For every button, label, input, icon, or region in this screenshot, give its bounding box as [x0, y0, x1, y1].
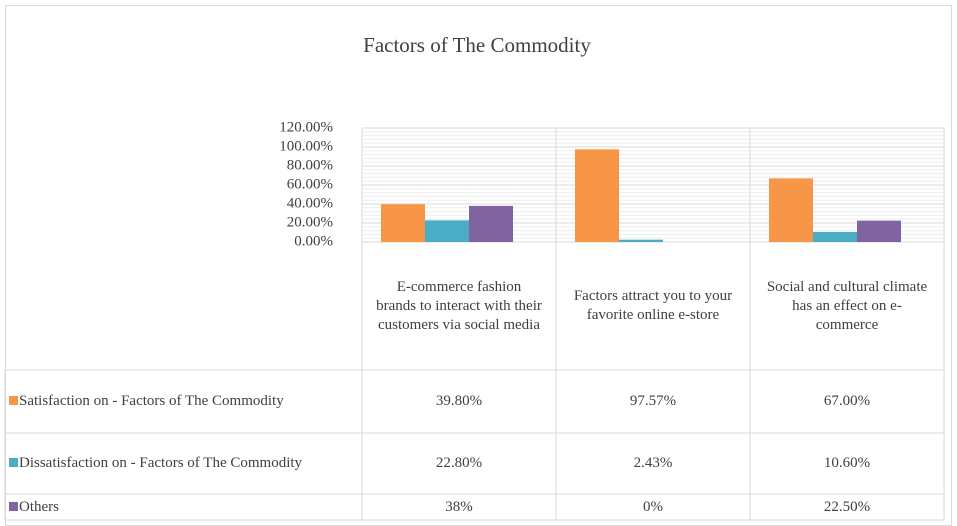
bar	[381, 204, 425, 242]
legend-item: Dissatisfaction on - Factors of The Comm…	[9, 454, 302, 473]
bar	[769, 178, 813, 242]
bar	[575, 149, 619, 242]
bar	[619, 239, 663, 242]
legend-label: Dissatisfaction on - Factors of The Comm…	[19, 455, 303, 471]
category-label: E-commerce fashion brands to interact wi…	[376, 278, 542, 333]
legend-item: Satisfaction on - Factors of The Commodi…	[9, 392, 284, 411]
table-value: 2.43%	[633, 455, 673, 471]
legend-item: Others	[9, 498, 59, 517]
y-tick-label: 20.00%	[287, 214, 333, 230]
table-value: 67.00%	[823, 393, 871, 409]
category-label: Social and cultural climate has an effec…	[766, 278, 928, 333]
legend-swatch	[9, 501, 18, 511]
category-label: Factors attract you to your favorite onl…	[573, 288, 733, 323]
legend-entry: Satisfaction on - Factors of The Commodi…	[5, 370, 362, 433]
y-tick-label: 60.00%	[287, 176, 333, 192]
bar	[813, 231, 857, 242]
y-tick-label: 80.00%	[287, 157, 333, 173]
legend-entry: Others	[5, 494, 362, 520]
legend-swatch	[9, 458, 18, 467]
table-value: 22.80%	[435, 455, 483, 471]
y-tick-label: 40.00%	[287, 195, 333, 211]
legend-label: Satisfaction on - Factors of The Commodi…	[19, 393, 284, 409]
table-value: 39.80%	[435, 393, 483, 409]
legend-entry: Dissatisfaction on - Factors of The Comm…	[5, 433, 362, 494]
table-value: 10.60%	[823, 455, 871, 471]
chart-border	[5, 5, 952, 526]
legend-label: Others	[19, 498, 59, 515]
table-value: 22.50%	[823, 498, 871, 515]
y-tick-label: 120.00%	[279, 119, 333, 135]
y-tick-label: 0.00%	[294, 233, 333, 249]
bar	[425, 220, 469, 242]
table-value: 38%	[445, 498, 473, 515]
chart-title: Factors of The Commodity	[363, 33, 591, 57]
table-value: 0%	[643, 498, 663, 515]
bar	[857, 220, 901, 242]
legend-swatch	[9, 396, 18, 405]
table-value: 97.57%	[629, 393, 677, 409]
bar	[469, 205, 513, 242]
y-tick-label: 100.00%	[279, 138, 333, 154]
